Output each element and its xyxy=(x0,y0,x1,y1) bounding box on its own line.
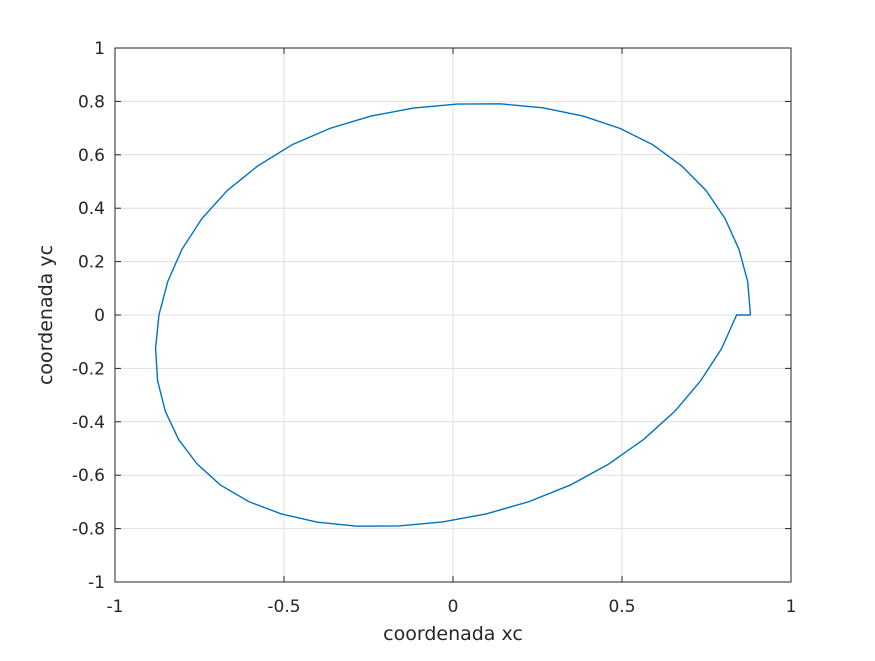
y-tick-label: -0.2 xyxy=(72,359,105,379)
y-tick-label: 1 xyxy=(94,39,105,59)
y-tick-label: 0.4 xyxy=(78,199,105,219)
y-tick-label: -1 xyxy=(88,573,105,593)
y-tick-label: 0 xyxy=(94,306,105,326)
x-axis-label: coordenada xc xyxy=(383,623,523,645)
x-tick-labels: -1 -0.5 0 0.5 1 xyxy=(107,597,797,617)
x-tick-label: -0.5 xyxy=(267,597,300,617)
tick-marks xyxy=(114,47,792,583)
series-line xyxy=(154,103,752,527)
y-tick-label: -0.6 xyxy=(72,466,105,486)
y-tick-label: 0.8 xyxy=(78,92,105,112)
x-tick-label: 0 xyxy=(448,597,459,617)
y-tick-labels: -1 -0.8 -0.6 -0.4 -0.2 0 0.2 0.4 0.6 0.8 1 xyxy=(72,39,105,593)
plot-area xyxy=(114,47,792,583)
y-axis-label: coordenada yc xyxy=(35,245,57,385)
y-tick-label: 0.2 xyxy=(78,253,105,273)
x-tick-label: 0.5 xyxy=(608,597,635,617)
x-tick-label: -1 xyxy=(107,597,124,617)
series-layer xyxy=(154,103,752,527)
x-tick-label: 1 xyxy=(786,597,797,617)
y-tick-label: -0.4 xyxy=(72,413,105,433)
y-tick-label: -0.8 xyxy=(72,520,105,540)
y-tick-label: 0.6 xyxy=(78,146,105,166)
